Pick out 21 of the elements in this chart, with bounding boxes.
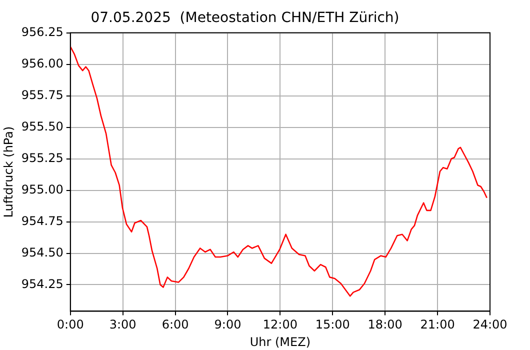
y-tick-label: 955.50 bbox=[21, 119, 64, 134]
x-tick-label: 0:00 bbox=[56, 318, 84, 332]
y-tick-label: 955.00 bbox=[21, 182, 64, 196]
y-tick-label: 955.75 bbox=[21, 88, 64, 102]
x-tick-label: 18:00 bbox=[368, 318, 402, 332]
x-tick-label: 9:00 bbox=[214, 318, 242, 332]
y-tick-label: 954.75 bbox=[21, 214, 64, 228]
x-tick-label: 6:00 bbox=[162, 318, 189, 332]
x-tick-label: 24:00 bbox=[472, 318, 508, 332]
y-tick-label: 956.00 bbox=[21, 56, 64, 70]
x-tick-label: 3:00 bbox=[109, 318, 136, 332]
chart-title: 07.05.2025 (Meteostation CHN/ETH Zürich) bbox=[90, 10, 400, 26]
x-tick-label: 15:00 bbox=[315, 318, 350, 332]
y-tick-label: 956.25 bbox=[21, 24, 64, 39]
y-tick-label: 954.25 bbox=[21, 276, 64, 291]
y-tick-label: 955.25 bbox=[21, 150, 64, 165]
x-axis-title: Uhr (MEZ) bbox=[250, 334, 311, 349]
x-tick-label: 12:00 bbox=[262, 318, 298, 332]
y-tick-label: 954.50 bbox=[21, 245, 64, 260]
y-axis-title: Luftdruck (hPa) bbox=[1, 126, 16, 218]
x-tick-label: 21:00 bbox=[420, 318, 455, 332]
